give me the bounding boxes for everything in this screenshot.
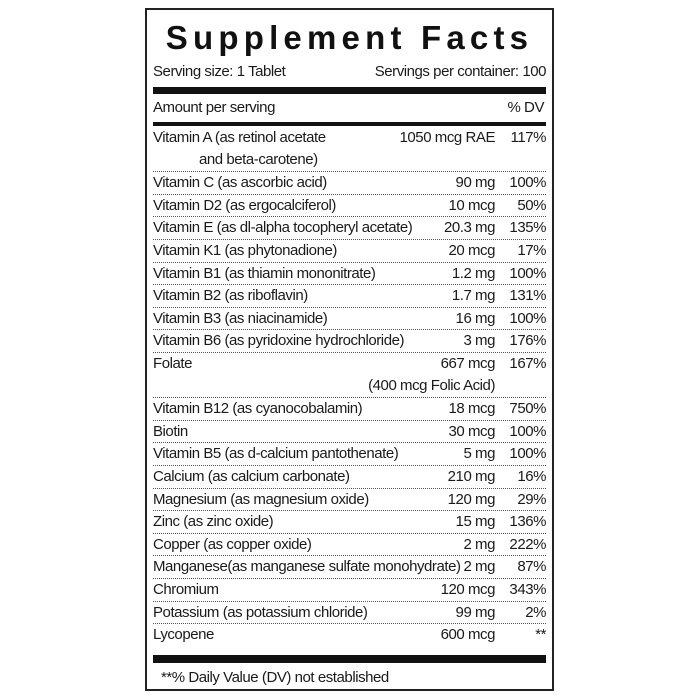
nutrient-name: Zinc (as zinc oxide) (153, 513, 274, 531)
nutrient-row: Vitamin E (as dl-alpha tocopheryl acetat… (153, 217, 546, 240)
nutrient-row: Chromium 120 mcg 343% (153, 579, 546, 602)
nutrient-amount: 99 mg (455, 603, 496, 621)
nutrient-row: Magnesium (as magnesium oxide) 120 mg 29% (153, 489, 546, 512)
nutrient-amount: 1.7 mg (451, 287, 496, 305)
nutrient-amount: 18 mcg (448, 400, 496, 418)
nutrient-daily-value: 17% (517, 242, 546, 259)
nutrient-name: Vitamin B6 (as pyridoxine hydrochloride) (153, 332, 405, 350)
nutrient-name: Magnesium (as magnesium oxide) (153, 490, 369, 508)
nutrient-amount: 120 mg (447, 490, 496, 508)
nutrient-amount: 120 mcg (440, 581, 496, 598)
nutrient-row: Folate 667 mcg (400 mcg Folic Acid) 167% (153, 353, 546, 399)
nutrient-row: Potassium (as potassium chloride) 99 mg 2% (153, 602, 546, 625)
nutrient-name: Calcium (as calcium carbonate) (153, 468, 350, 485)
nutrient-amount: 667 mcg (440, 355, 496, 372)
nutrient-name: Copper (as copper oxide) (153, 535, 312, 553)
nutrient-row: Calcium (as calcium carbonate) 210 mg 16% (153, 466, 546, 489)
nutrient-daily-value: 343% (509, 581, 546, 598)
nutrient-daily-value: 167% (509, 355, 546, 372)
nutrient-amount: 20.3 mg (443, 219, 496, 237)
nutrient-daily-value: 100% (509, 264, 546, 282)
nutrient-daily-value: 100% (509, 445, 546, 463)
nutrient-row: Lycopene 600 mcg ** (153, 624, 546, 646)
nutrient-name: Vitamin B1 (as thiamin mononitrate) (153, 264, 376, 282)
nutrient-name-continued: and beta-carotene) (199, 151, 318, 168)
nutrient-daily-value: 100% (509, 422, 546, 440)
footnote: **% Daily Value (DV) not established (161, 669, 389, 686)
nutrient-row: Vitamin D2 (as ergocalciferol) 10 mcg 50% (153, 195, 546, 218)
nutrient-amount: 1.2 mg (451, 264, 496, 282)
nutrient-daily-value: ** (535, 626, 546, 644)
nutrient-daily-value: 100% (509, 309, 546, 327)
nutrient-daily-value: 87% (517, 558, 546, 576)
nutrient-row: Vitamin B2 (as riboflavin) 1.7 mg 131% (153, 285, 546, 308)
nutrient-name: Vitamin C (as ascorbic acid) (153, 174, 327, 192)
nutrient-name: Manganese(as manganese sulfate monohydra… (153, 558, 461, 576)
nutrient-amount: 2 mg (463, 535, 495, 553)
nutrient-amount: 10 mcg (448, 196, 496, 214)
nutrient-daily-value: 136% (509, 513, 546, 531)
amount-per-serving-header: Amount per serving (153, 99, 275, 116)
nutrient-amount: 20 mcg (448, 242, 496, 259)
nutrient-row: Vitamin K1 (as phytonadione) 20 mcg 17% (153, 240, 546, 263)
nutrient-amount: 5 mg (463, 445, 495, 463)
nutrient-daily-value: 222% (509, 535, 546, 553)
dv-header: % DV (507, 99, 544, 116)
nutrient-amount: 16 mg (455, 309, 496, 327)
nutrient-name: Potassium (as potassium chloride) (153, 603, 368, 621)
thick-divider-bottom (153, 655, 546, 663)
nutrient-row: Vitamin B3 (as niacinamide) 16 mg 100% (153, 308, 546, 331)
nutrient-name: Vitamin A (as retinol acetate (153, 129, 326, 146)
nutrient-amount: 90 mg (455, 174, 496, 192)
nutrient-name: Biotin (153, 422, 188, 440)
nutrient-row: Vitamin B6 (as pyridoxine hydrochloride)… (153, 330, 546, 353)
nutrient-name: Vitamin B5 (as d-calcium pantothenate) (153, 445, 399, 463)
nutrient-daily-value: 29% (517, 490, 546, 508)
panel-title: Supplement Facts (165, 19, 534, 56)
nutrient-daily-value: 117% (510, 129, 547, 146)
nutrient-amount: 30 mcg (448, 422, 496, 440)
nutrient-row: Vitamin B5 (as d-calcium pantothenate) 5 … (153, 443, 546, 466)
nutrient-row: Manganese(as manganese sulfate monohydra… (153, 556, 546, 579)
nutrient-amount: 3 mg (463, 332, 495, 350)
nutrient-name: Vitamin E (as dl-alpha tocopheryl acetat… (153, 219, 413, 237)
nutrient-row: Vitamin A (as retinol acetate and beta-ca… (153, 127, 547, 173)
nutrient-daily-value: 16% (517, 468, 546, 485)
nutrient-daily-value: 100% (509, 174, 546, 192)
nutrient-amount: 210 mg (447, 468, 496, 485)
nutrient-name: Vitamin K1 (as phytonadione) (153, 242, 337, 259)
supplement-facts-panel: Supplement Facts Serving size: 1 Tablet … (145, 8, 554, 691)
nutrient-row: Vitamin B12 (as cyanocobalamin) 18 mcg 750… (153, 398, 546, 421)
nutrient-row: Biotin 30 mcg 100% (153, 421, 546, 444)
nutrient-name: Vitamin D2 (as ergocalciferol) (153, 196, 336, 214)
nutrient-amount: 15 mg (455, 513, 496, 531)
nutrient-name: Folate (153, 355, 192, 372)
nutrient-daily-value: 176% (509, 332, 546, 350)
nutrient-daily-value: 2% (525, 603, 546, 621)
nutrient-row: Zinc (as zinc oxide) 15 mg 136% (153, 511, 546, 534)
nutrient-name: Vitamin B3 (as niacinamide) (153, 309, 328, 327)
nutrient-daily-value: 750% (509, 400, 546, 418)
serving-size: Serving size: 1 Tablet (153, 63, 286, 80)
nutrient-daily-value: 50% (517, 196, 546, 214)
nutrient-name: Vitamin B2 (as riboflavin) (153, 287, 308, 305)
thick-divider (153, 87, 546, 94)
nutrient-name: Vitamin B12 (as cyanocobalamin) (153, 400, 363, 418)
nutrient-name: Lycopene (153, 626, 214, 644)
nutrient-amount: 600 mcg (440, 626, 496, 644)
nutrient-name: Chromium (153, 581, 219, 598)
nutrient-row: Copper (as copper oxide) 2 mg 222% (153, 534, 546, 557)
nutrient-row: Vitamin B1 (as thiamin mononitrate) 1.2 m… (153, 263, 546, 286)
nutrient-daily-value: 135% (509, 219, 546, 237)
nutrient-amount: 1050 mcg RAE (399, 129, 496, 146)
nutrient-daily-value: 131% (509, 287, 546, 305)
medium-divider (153, 122, 546, 126)
nutrient-row: Vitamin C (as ascorbic acid) 90 mg 100% (153, 172, 546, 195)
nutrient-amount-detail: (400 mcg Folic Acid) (368, 377, 495, 394)
servings-per-container: Servings per container: 100 (374, 63, 547, 80)
nutrient-amount: 2 mg (463, 558, 495, 576)
